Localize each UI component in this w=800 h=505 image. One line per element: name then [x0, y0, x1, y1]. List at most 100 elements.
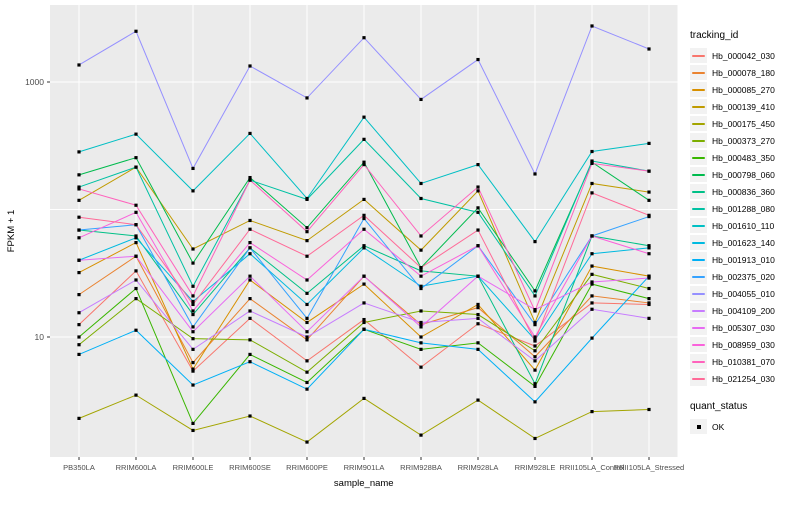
data-point [248, 414, 252, 418]
data-point [362, 160, 366, 164]
data-point [362, 301, 366, 305]
data-point [77, 185, 81, 189]
data-point [77, 173, 81, 177]
data-point [533, 344, 537, 348]
legend-item-label: Hb_000798_060 [712, 169, 775, 180]
data-point [77, 236, 81, 240]
legend-key-line [692, 173, 705, 176]
data-point [533, 436, 537, 441]
legend-key [690, 48, 707, 63]
data-point [77, 258, 81, 262]
data-point [590, 159, 594, 163]
data-point [533, 349, 537, 353]
data-point [305, 230, 309, 234]
legend-item-Hb_000042_030: Hb_000042_030 [690, 47, 800, 64]
data-point [191, 166, 195, 171]
data-point [362, 246, 366, 250]
data-point [191, 337, 195, 341]
data-point [362, 282, 366, 286]
data-point [305, 335, 309, 339]
data-point [191, 247, 195, 251]
data-point [77, 63, 81, 67]
legend-key [690, 184, 707, 199]
data-point [248, 131, 252, 136]
x-axis: PB350LA RRIM600LA RRIM600LE RRIM600SE RRIM60… [63, 457, 684, 472]
data-point [476, 189, 480, 193]
legend-item-Hb_000836_360: Hb_000836_360 [690, 183, 800, 200]
data-point [248, 309, 252, 313]
legend-key [690, 354, 707, 369]
data-point [77, 150, 81, 154]
legend-item-Hb_001913_010: Hb_001913_010 [690, 251, 800, 268]
data-point [305, 359, 309, 363]
data-point [590, 301, 594, 305]
data-point [419, 181, 423, 186]
data-point [191, 189, 195, 193]
legend-key [690, 269, 707, 284]
data-point [476, 312, 480, 317]
legend-key-line [692, 326, 705, 329]
legend-key [690, 320, 707, 335]
data-points [77, 24, 651, 444]
data-point [476, 316, 480, 320]
data-point [533, 339, 537, 343]
legend-item-label: Hb_001623_140 [712, 237, 775, 248]
data-point [362, 317, 366, 322]
legend-key [690, 303, 707, 318]
data-point [134, 269, 138, 273]
legend-key [690, 167, 707, 182]
legend-item-label: Hb_000042_030 [712, 50, 775, 61]
data-point [419, 320, 423, 325]
data-point [647, 246, 651, 250]
data-point [362, 327, 366, 331]
data-point [476, 341, 480, 345]
data-point [647, 252, 651, 256]
legend-item-label: OK [712, 421, 725, 432]
data-point [362, 396, 366, 400]
data-point [305, 239, 309, 243]
data-point [77, 335, 81, 339]
data-point [419, 248, 423, 252]
data-point [419, 266, 423, 270]
legend-item-Hb_001623_140: Hb_001623_140 [690, 234, 800, 251]
data-point [419, 286, 423, 291]
legend-item-label: Hb_004109_200 [712, 305, 775, 316]
data-point [248, 316, 252, 320]
legend-key [690, 65, 707, 80]
legend-key-line [692, 71, 705, 74]
data-point [248, 246, 252, 250]
legend-item-Hb_008959_030: Hb_008959_030 [690, 336, 800, 353]
data-point [647, 169, 651, 173]
data-point [476, 228, 480, 232]
line-chart: 1000 10 PB350LA RRIM600LA RRIM600LE RRIM600SE… [6, 5, 684, 489]
data-point [647, 190, 651, 194]
data-point [362, 244, 366, 248]
data-point [419, 323, 423, 327]
legend-item-Hb_000139_410: Hb_000139_410 [690, 98, 800, 115]
data-point [533, 400, 537, 404]
legend-item-label: Hb_005307_030 [712, 322, 775, 333]
legend-item-Hb_005307_030: Hb_005307_030 [690, 319, 800, 336]
legend-item-Hb_001288_080: Hb_001288_080 [690, 200, 800, 217]
data-point [647, 141, 651, 145]
legend-item-label: Hb_000085_270 [712, 84, 775, 95]
data-point [362, 115, 366, 119]
data-point [248, 278, 252, 282]
legend-key-line [692, 88, 705, 91]
data-point [476, 185, 480, 189]
data-point [647, 244, 651, 248]
data-point [647, 286, 651, 291]
data-point [476, 244, 480, 248]
data-point [590, 149, 594, 154]
data-point [77, 352, 81, 357]
legend-item-Hb_001610_110: Hb_001610_110 [690, 217, 800, 234]
data-point [476, 57, 480, 62]
y-tick-label: 10 [35, 332, 45, 342]
data-point [590, 252, 594, 256]
legend-item-Hb_000085_270: Hb_000085_270 [690, 81, 800, 98]
legend-key-line [692, 122, 705, 125]
data-point [191, 309, 195, 313]
data-point [362, 162, 366, 167]
data-point [134, 156, 138, 160]
data-point [362, 216, 366, 221]
